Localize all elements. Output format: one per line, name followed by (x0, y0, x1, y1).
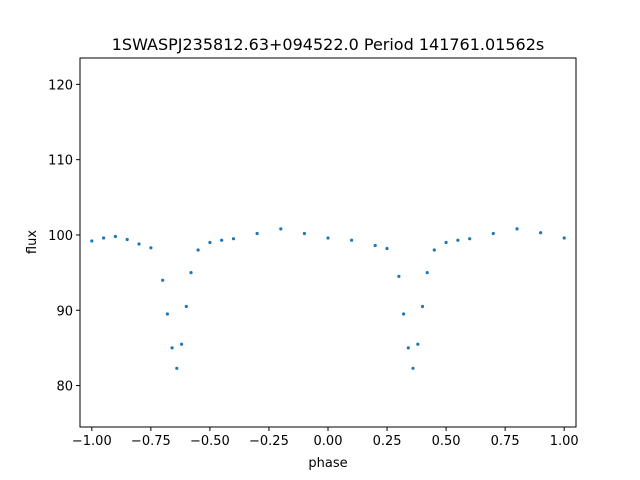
data-point (420, 304, 425, 309)
data-point (539, 231, 543, 235)
data-point (385, 246, 389, 251)
x-tick-label: 0.00 (314, 434, 343, 449)
data-point (165, 312, 169, 316)
data-point (397, 274, 401, 278)
data-point (231, 237, 236, 241)
data-point (208, 240, 212, 245)
data-point (373, 243, 377, 248)
y-tick-label: 110 (48, 154, 73, 169)
data-point (184, 304, 188, 309)
x-tick-label: 1.00 (550, 434, 579, 449)
x-tick-label: −1.00 (72, 434, 112, 449)
data-point (425, 271, 429, 275)
y-tick-label: 120 (48, 78, 73, 93)
data-point (149, 246, 153, 250)
data-point (196, 248, 200, 252)
data-point (491, 231, 495, 236)
x-tick-label: −0.50 (190, 434, 230, 449)
data-point (90, 239, 94, 243)
data-point (255, 231, 259, 236)
data-point (189, 271, 193, 275)
data-point (113, 234, 117, 239)
y-tick-label: 80 (56, 380, 73, 395)
data-point (456, 238, 460, 242)
x-tick-label: −0.25 (249, 434, 289, 449)
data-point (432, 248, 436, 252)
x-tick-label: 0.25 (373, 434, 402, 449)
x-axis-label: phase (308, 456, 347, 471)
data-point (515, 227, 519, 231)
data-point (302, 231, 306, 236)
y-axis-ticks: 80 90 100 110 120 (48, 78, 80, 395)
data-point (180, 342, 184, 346)
y-axis-label: flux (25, 230, 40, 254)
data-point (444, 240, 448, 245)
data-point (175, 366, 179, 370)
data-point (102, 236, 106, 240)
data-point (170, 346, 174, 350)
x-axis-ticks: −1.00 −0.75 −0.50 −0.25 0.00 0.25 0.50 0.75 1.00 (72, 427, 579, 449)
data-point (402, 312, 406, 316)
data-point (406, 346, 410, 350)
data-point (161, 278, 165, 282)
y-tick-label: 100 (48, 229, 73, 244)
data-point (279, 227, 283, 231)
data-point (468, 237, 472, 241)
x-tick-label: 0.50 (432, 434, 461, 449)
y-tick-label: 90 (56, 304, 73, 319)
data-point (416, 342, 420, 346)
data-points (90, 227, 566, 370)
data-point (326, 236, 330, 240)
data-point (411, 366, 415, 370)
x-tick-label: 0.75 (491, 434, 520, 449)
data-point (220, 238, 224, 242)
x-tick-label: −0.75 (131, 434, 171, 449)
data-point (350, 238, 354, 242)
data-point (562, 236, 566, 240)
chart-title: 1SWASPJ235812.63+094522.0 Period 141761.… (112, 35, 544, 54)
data-point (137, 242, 141, 246)
data-point (125, 237, 129, 242)
